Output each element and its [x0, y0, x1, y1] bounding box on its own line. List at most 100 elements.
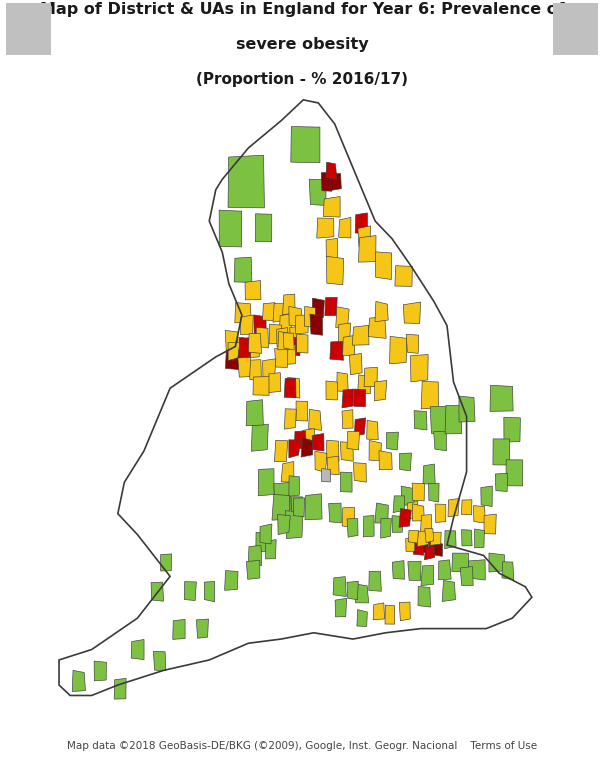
Polygon shape [326, 381, 338, 400]
Polygon shape [373, 603, 385, 620]
Polygon shape [295, 315, 309, 334]
Polygon shape [403, 302, 420, 323]
Polygon shape [355, 418, 365, 436]
Polygon shape [228, 342, 240, 361]
Polygon shape [251, 424, 268, 451]
Polygon shape [375, 301, 388, 322]
Polygon shape [329, 503, 341, 523]
Polygon shape [281, 336, 293, 355]
Polygon shape [374, 380, 387, 401]
Polygon shape [228, 155, 265, 208]
Polygon shape [240, 315, 253, 335]
Polygon shape [279, 314, 292, 334]
Polygon shape [161, 554, 172, 571]
Polygon shape [399, 602, 410, 621]
Polygon shape [269, 372, 281, 392]
Polygon shape [284, 409, 297, 429]
Polygon shape [355, 213, 368, 234]
Polygon shape [336, 307, 349, 328]
Polygon shape [326, 238, 338, 259]
Polygon shape [246, 561, 260, 579]
Polygon shape [238, 357, 251, 377]
Polygon shape [342, 389, 353, 408]
Polygon shape [387, 432, 399, 450]
Polygon shape [327, 440, 339, 461]
Polygon shape [327, 456, 339, 475]
Polygon shape [284, 345, 296, 365]
Polygon shape [235, 302, 251, 323]
Polygon shape [434, 432, 446, 451]
Polygon shape [379, 450, 392, 470]
Polygon shape [296, 401, 307, 421]
Polygon shape [421, 565, 434, 586]
Polygon shape [301, 438, 313, 457]
Polygon shape [309, 409, 321, 430]
Polygon shape [326, 257, 344, 284]
Polygon shape [283, 333, 294, 350]
Polygon shape [316, 218, 334, 238]
Polygon shape [358, 236, 376, 262]
Polygon shape [292, 497, 303, 517]
Polygon shape [310, 314, 323, 335]
Polygon shape [153, 651, 166, 671]
Polygon shape [294, 498, 304, 517]
Polygon shape [258, 469, 274, 496]
Polygon shape [312, 433, 324, 451]
Polygon shape [358, 226, 371, 247]
Polygon shape [425, 547, 435, 560]
Polygon shape [355, 584, 368, 603]
Text: severe obesity: severe obesity [236, 37, 368, 52]
Bar [553, 3, 598, 56]
Polygon shape [352, 325, 369, 345]
Polygon shape [289, 439, 300, 458]
Polygon shape [303, 429, 315, 446]
Polygon shape [246, 399, 263, 426]
Polygon shape [347, 518, 358, 537]
Polygon shape [72, 670, 86, 692]
Polygon shape [430, 406, 448, 433]
Polygon shape [369, 440, 381, 460]
Polygon shape [225, 571, 238, 591]
Polygon shape [151, 582, 164, 601]
Polygon shape [357, 610, 367, 626]
Polygon shape [363, 515, 374, 537]
Polygon shape [399, 509, 411, 527]
Polygon shape [367, 420, 378, 439]
Polygon shape [273, 304, 286, 322]
Polygon shape [358, 375, 371, 393]
Polygon shape [448, 498, 459, 517]
Polygon shape [248, 360, 262, 380]
Polygon shape [335, 598, 347, 617]
Polygon shape [395, 266, 413, 286]
Polygon shape [368, 317, 386, 338]
Polygon shape [255, 214, 272, 242]
Polygon shape [417, 531, 428, 547]
Polygon shape [304, 306, 316, 328]
Polygon shape [256, 532, 268, 552]
Polygon shape [284, 379, 296, 398]
Polygon shape [369, 571, 381, 591]
Polygon shape [475, 529, 484, 548]
Polygon shape [131, 639, 144, 659]
Text: (Proportion - % 2016/17): (Proportion - % 2016/17) [196, 72, 408, 87]
Polygon shape [266, 540, 276, 559]
Polygon shape [481, 486, 492, 507]
Polygon shape [425, 529, 434, 543]
Polygon shape [430, 532, 441, 545]
Polygon shape [288, 378, 300, 398]
Polygon shape [412, 483, 425, 501]
Polygon shape [321, 469, 330, 482]
Polygon shape [285, 510, 303, 539]
Polygon shape [342, 409, 353, 429]
Polygon shape [411, 355, 428, 382]
Polygon shape [421, 382, 439, 409]
Polygon shape [418, 587, 431, 607]
Polygon shape [406, 538, 415, 551]
Polygon shape [114, 678, 126, 699]
Polygon shape [342, 335, 355, 355]
Polygon shape [495, 473, 508, 491]
Polygon shape [289, 476, 300, 497]
Polygon shape [439, 560, 451, 580]
Text: Map data ©2018 GeoBasis-DE/BKG (©2009), Google, Inst. Geogr. Nacional    Terms o: Map data ©2018 GeoBasis-DE/BKG (©2009), … [67, 741, 537, 750]
Polygon shape [323, 197, 340, 217]
